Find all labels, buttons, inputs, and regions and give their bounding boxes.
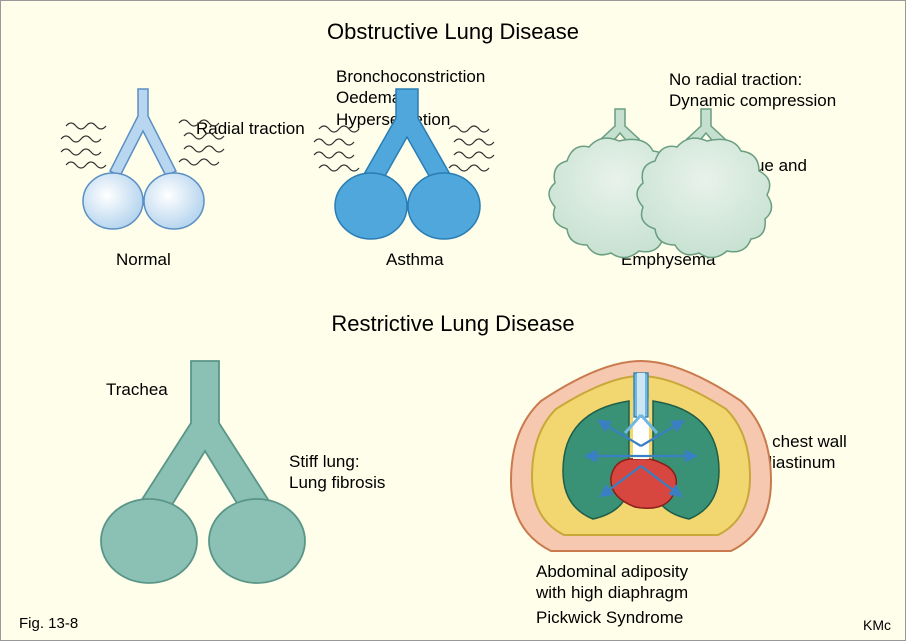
emphysema-icon xyxy=(549,109,772,258)
asthma-alveoli-icon xyxy=(314,89,494,239)
normal-alveoli-icon xyxy=(61,89,224,229)
fibrosis-icon xyxy=(101,361,305,583)
diagram-svg xyxy=(1,1,906,642)
pickwick-thorax-icon xyxy=(511,361,771,551)
diagram-canvas: Obstructive Lung Disease Restrictive Lun… xyxy=(0,0,906,641)
